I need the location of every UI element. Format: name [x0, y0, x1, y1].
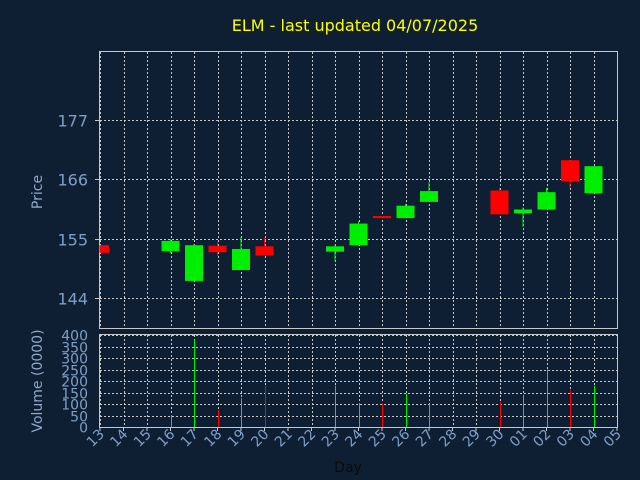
price-tick-label: 177	[57, 112, 88, 131]
day-tick-label: 24	[342, 426, 366, 450]
day-tick-label: 23	[319, 427, 343, 451]
candle-body	[396, 205, 415, 219]
day-tick-label: 30	[483, 427, 507, 451]
day-tick-label: 25	[366, 427, 390, 451]
day-tick-label: 17	[178, 427, 202, 451]
candle-body	[490, 190, 509, 215]
volume-tick-label: 350	[61, 341, 88, 357]
day-tick-label: 21	[272, 427, 296, 451]
day-tick-label: 18	[201, 427, 225, 451]
candlestick-series	[99, 160, 603, 281]
candle-body	[208, 245, 227, 253]
day-tick-label: 16	[154, 426, 178, 450]
volume-tick-label: 300	[61, 352, 88, 368]
day-tick-label: 01	[507, 427, 531, 451]
volume-tick-label: 400	[61, 329, 88, 345]
candle-body	[514, 209, 532, 214]
volume-tick-label: 0	[79, 421, 88, 437]
day-tick-label: 04	[577, 426, 601, 450]
candle-body	[420, 191, 438, 202]
day-tick-label: 28	[436, 427, 460, 451]
day-tick-label: 05	[601, 427, 625, 451]
day-axis-label: Day	[334, 460, 362, 476]
volume-tick-label: 250	[61, 364, 88, 380]
volume-tick-label: 100	[61, 398, 88, 414]
day-tick-label: 19	[225, 427, 249, 451]
day-tick-label: 26	[389, 426, 413, 450]
volume-tick-label: 50	[70, 410, 88, 426]
day-tick-label: 22	[295, 427, 319, 451]
price-tick-labels: 144 155 166 177	[57, 112, 100, 309]
volume-axis-label: Volume (0000)	[30, 329, 46, 432]
volume-tick-label: 150	[61, 387, 88, 403]
price-axis-label: Price	[30, 175, 46, 209]
day-tick-label: 15	[131, 427, 155, 451]
price-panel-frame	[99, 51, 618, 329]
candle-body	[373, 215, 391, 219]
day-tick-label: 03	[554, 427, 578, 451]
volume-gridlines	[100, 335, 618, 428]
chart-title: ELM - last updated 04/07/2025	[232, 16, 479, 35]
candle-body	[185, 245, 203, 281]
volume-tick-label: 200	[61, 375, 88, 391]
price-gridlines	[100, 52, 618, 328]
candle-body	[161, 240, 180, 252]
candle-body	[255, 246, 274, 256]
candle-body	[232, 248, 250, 271]
price-tick-label: 144	[57, 290, 88, 309]
day-tick-label: 29	[460, 427, 484, 451]
candle-body	[584, 166, 603, 194]
price-tick-label: 166	[57, 171, 88, 190]
day-tick-label: 27	[413, 427, 437, 451]
day-tick-label: 14	[107, 426, 131, 450]
candle-body	[326, 246, 344, 252]
candle-body	[100, 245, 109, 253]
volume-bars	[171, 339, 595, 427]
price-tick-label: 155	[57, 231, 88, 250]
candle-body	[349, 223, 368, 246]
day-tick-labels: 13 14 15 16 17 18 19 20 21 22 23 24 25 26 27 28 29 30 01 02…	[84, 426, 625, 450]
day-tick-label: 02	[530, 427, 554, 451]
candle-body	[537, 192, 556, 210]
candle-body	[561, 160, 579, 182]
day-tick-label: 20	[248, 427, 272, 451]
